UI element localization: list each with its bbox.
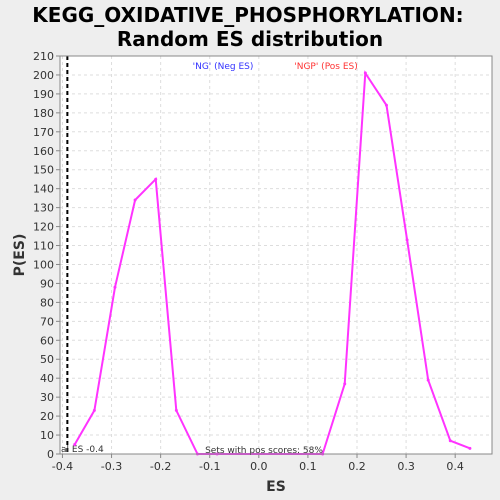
series-point (92, 408, 96, 412)
y-tick-label: 60 (40, 334, 54, 347)
series-point (73, 443, 77, 447)
x-axis-title: ES (266, 479, 286, 495)
plot-border (59, 55, 493, 455)
series-point (113, 285, 117, 289)
x-tick-label: 0.2 (348, 460, 366, 473)
y-tick-label: 40 (40, 372, 54, 385)
y-tick-label: 100 (33, 258, 54, 271)
x-tick-label: 0.1 (299, 460, 317, 473)
y-tick-label: 210 (33, 50, 54, 63)
y-tick-label: 190 (33, 88, 54, 101)
x-tick-label: 0.3 (397, 460, 415, 473)
y-tick-label: 160 (33, 145, 54, 158)
x-tick-label: -0.3 (101, 460, 122, 473)
series-point (154, 177, 158, 181)
y-tick-label: 170 (33, 126, 54, 139)
y-tick-label: 150 (33, 164, 54, 177)
pos-es-label: 'NGP' (Pos ES) (294, 62, 358, 72)
series-point (448, 439, 452, 443)
actual-es-label: al ES -0.4 (61, 445, 104, 455)
grid-lines (60, 55, 492, 455)
series-point (426, 378, 430, 382)
y-tick-label: 0 (47, 448, 54, 461)
x-tick-label: 0.4 (446, 460, 464, 473)
series-point (468, 446, 472, 450)
x-tick-label: -0.1 (199, 460, 220, 473)
y-tick-label: 20 (40, 410, 54, 423)
axis-ticks: 0 10 20 30 40 50 60 70 80 90 100 110 120 130 140 150 160… (33, 50, 464, 473)
y-tick-label: 30 (40, 391, 54, 404)
y-tick-label: 90 (40, 277, 54, 290)
y-axis-title: P(ES) (12, 234, 28, 277)
y-tick-label: 180 (33, 107, 54, 120)
series-point (343, 382, 347, 386)
series-point (363, 71, 367, 75)
x-tick-label: -0.4 (52, 460, 73, 473)
y-tick-label: 200 (33, 69, 54, 82)
chart-title-line2: Random ES distribution (117, 27, 383, 51)
series-point (133, 198, 137, 202)
y-tick-label: 50 (40, 353, 54, 366)
chart-title-line1: KEGG_OXIDATIVE_PHOSPHORYLATION: (32, 3, 463, 27)
y-tick-label: 120 (33, 221, 54, 234)
y-tick-label: 110 (33, 240, 54, 253)
pos-scores-note: Sets with pos scores: 58% (205, 446, 323, 456)
y-tick-label: 80 (40, 296, 54, 309)
y-tick-label: 10 (40, 429, 54, 442)
y-tick-label: 130 (33, 202, 54, 215)
y-tick-label: 140 (33, 183, 54, 196)
x-tick-label: 0.0 (250, 460, 268, 473)
series-point (384, 103, 388, 107)
y-tick-label: 70 (40, 315, 54, 328)
x-tick-label: -0.2 (150, 460, 171, 473)
series-point (174, 408, 178, 412)
plot-area (60, 56, 492, 454)
series-points (73, 71, 472, 456)
neg-es-label: 'NG' (Neg ES) (193, 62, 254, 72)
series-point (405, 238, 409, 242)
